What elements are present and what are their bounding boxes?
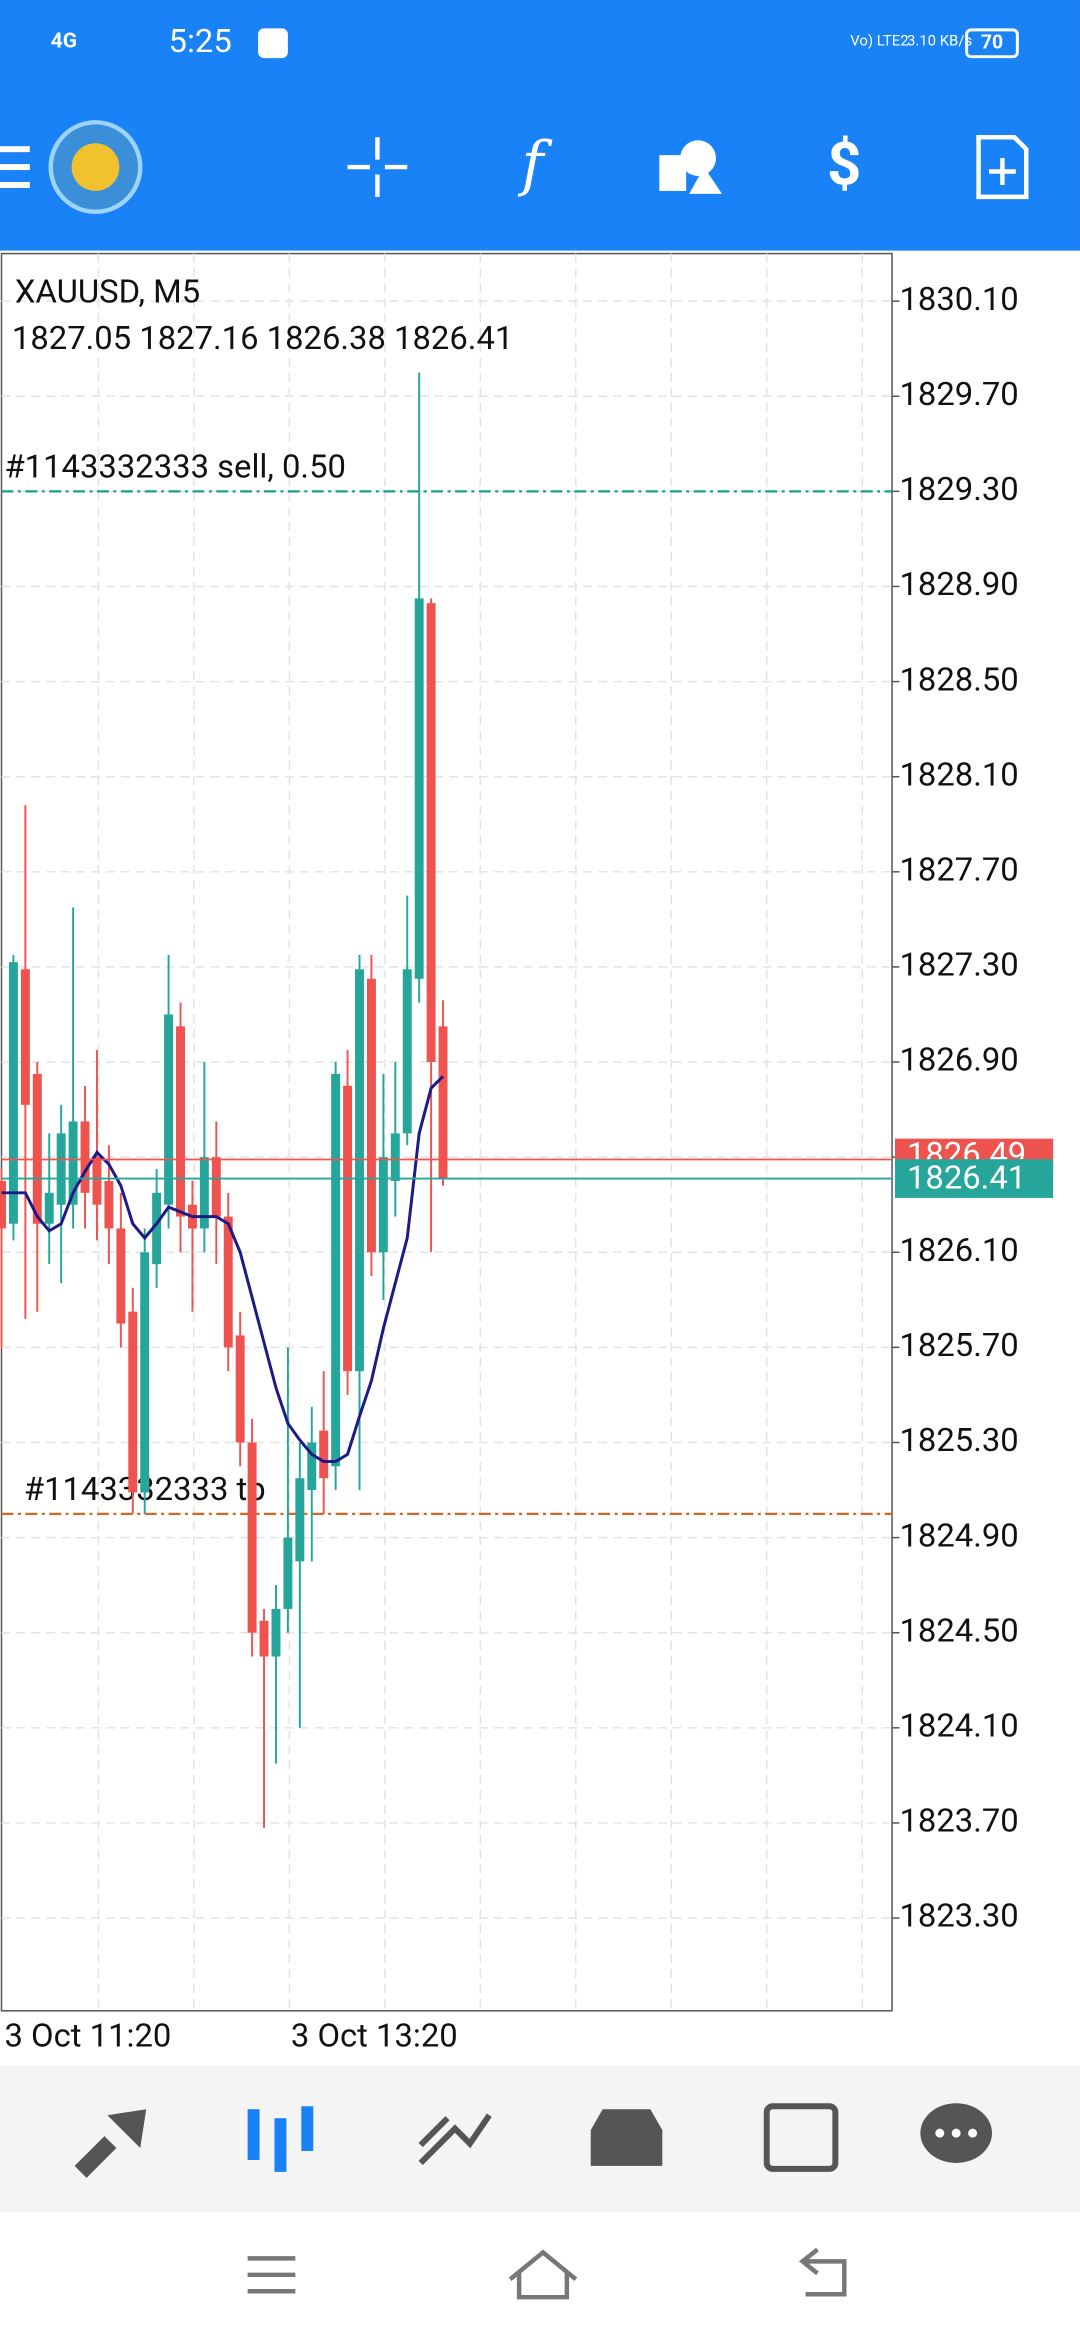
candle-body [164,1014,174,1205]
candle-body [56,1133,66,1205]
candle-body [438,1026,448,1179]
menu-button[interactable] [0,146,30,188]
candle-body [32,1073,42,1224]
candle-body [235,1335,245,1443]
candle-body [295,1478,305,1562]
candle-body [378,1157,388,1253]
chat-tab[interactable] [920,2103,992,2163]
facebook-icon [258,28,288,59]
system-back[interactable] [798,2247,847,2297]
candle-body [44,1192,54,1224]
objects-button[interactable] [659,140,722,194]
y-tick-label: 1825.30 [899,1422,1018,1460]
network: 4G [51,29,77,53]
y-tick-label: 1827.70 [899,851,1018,889]
candle-body [0,1180,6,1229]
candle-body [68,1121,78,1205]
candle-body [390,1133,400,1181]
candle-body [366,978,376,1253]
bottom-nav [0,2065,1080,2213]
candle-body [104,1180,114,1229]
candle-body [343,1085,353,1372]
candle-body [176,1026,185,1217]
candle-body [223,1216,233,1348]
bid-tag [895,1159,1054,1198]
candle-body [80,1121,90,1193]
speed: 3.10 KB/s [907,32,972,50]
candle-body [199,1157,209,1229]
y-tick-label: 1824.10 [899,1707,1018,1745]
y-tick-label: 1828.50 [899,661,1018,699]
x-tick-label: 3 Oct 13:20 [291,2017,458,2055]
bid-label: 1826.41 [907,1160,1026,1198]
candle-body [307,1442,317,1491]
y-tick-label: 1829.30 [899,471,1018,509]
candle-body [128,1311,138,1493]
candle-body [426,603,436,1063]
app-bar [0,0,1080,251]
ohlc: 1827.05 1827.16 1826.38 1826.41 [12,320,513,358]
candle-body [116,1228,126,1324]
candle-body [140,1252,150,1493]
candle-body [92,1157,102,1205]
y-tick-label: 1823.30 [899,1898,1018,1936]
candle-body [402,969,412,1134]
news-tab[interactable] [763,2103,839,2172]
battery [965,28,1019,59]
chart: #1143332333 sell, 0.50#1143332333 tp [0,252,893,2012]
system-menu[interactable] [247,2256,296,2294]
candle-body [271,1608,281,1657]
candle-body [152,1192,162,1265]
moving-average [1,1075,445,1464]
y-tick-label: 1824.50 [899,1612,1018,1650]
y-tick-label: 1829.70 [899,376,1018,414]
candle-body [8,962,18,1224]
volte: Vo) LTE2 [850,32,908,50]
y-tick-label: 1824.90 [899,1517,1018,1555]
history-tab[interactable] [590,2109,663,2166]
candle-body [414,598,424,979]
x-tick-label: 3 Oct 11:20 [4,2017,171,2055]
candle-body [283,1537,293,1609]
system-home[interactable] [508,2249,578,2300]
new-order-button[interactable] [976,134,1029,200]
symbol: XAUUSD, M5 [15,274,200,312]
y-tick-label: 1830.10 [899,281,1018,319]
candle-body [331,1073,341,1467]
y-tick-label: 1828.10 [899,756,1018,794]
clock: 5:25 [169,23,232,61]
y-tick-label: 1823.70 [899,1803,1018,1841]
battery-level: 70 [981,30,1003,53]
y-tick-label: 1826.90 [899,1042,1018,1080]
y-tick-label: 1826.10 [899,1232,1018,1270]
chart-tab[interactable] [247,2106,314,2172]
trade-tab[interactable] [418,2113,492,2166]
candle-body [355,969,364,1372]
trade-button[interactable]: $ [827,129,861,199]
y-tick-label: 1827.30 [899,947,1018,985]
crosshair-button[interactable] [347,137,408,197]
candle-body [20,969,30,1105]
candle-body [319,1430,329,1479]
candle-body [259,1620,269,1657]
candle-body [247,1442,257,1633]
app-logo-core [71,143,120,191]
quotes-tab[interactable] [74,2109,147,2178]
y-tick-label: 1825.70 [899,1327,1018,1365]
y-tick-label: 1828.90 [899,566,1018,604]
order-label: #1143332333 sell, 0.50 [4,449,345,487]
candle-body [211,1157,221,1217]
